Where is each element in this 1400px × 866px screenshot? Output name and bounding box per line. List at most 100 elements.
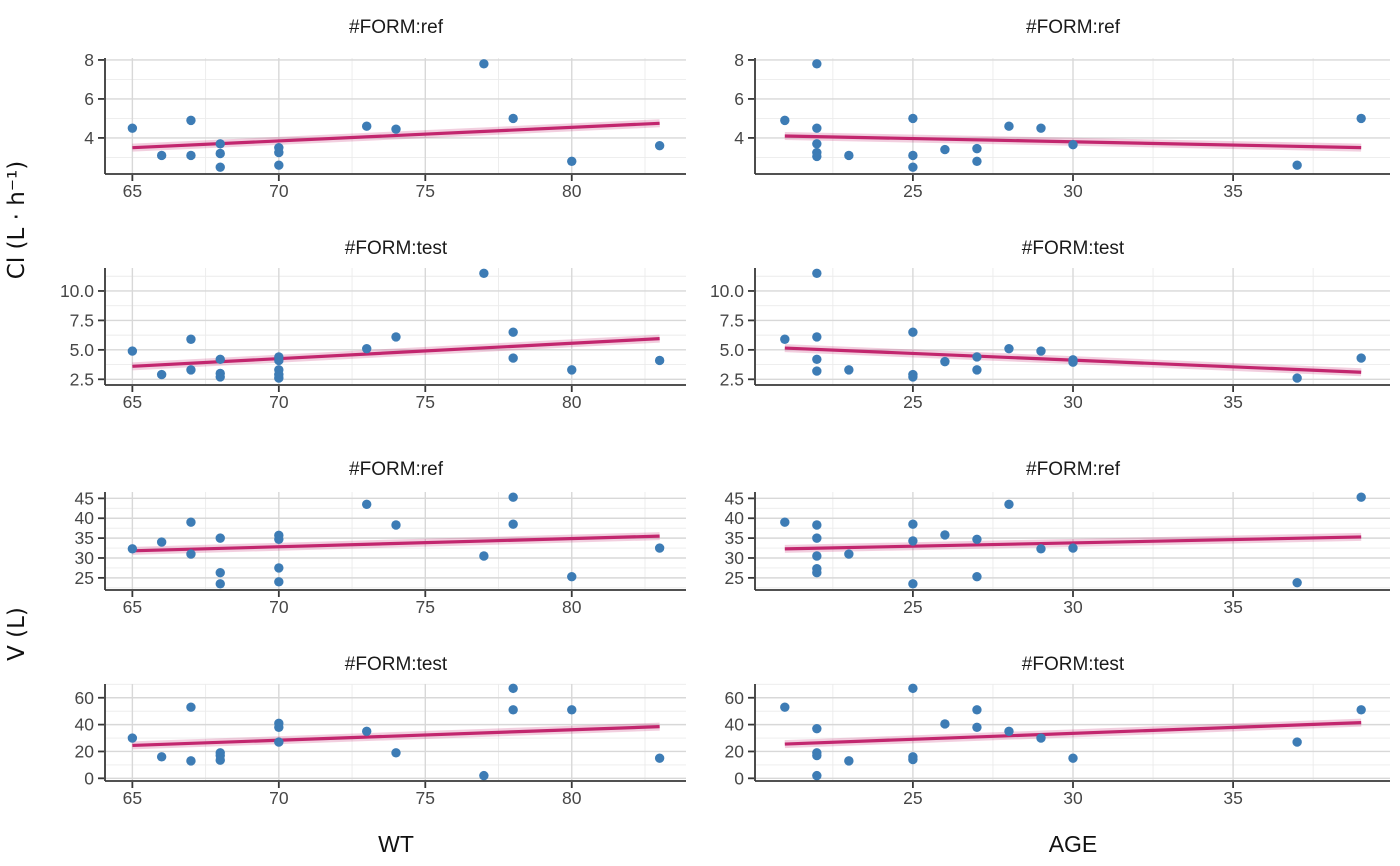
- data-point: [508, 683, 518, 694]
- x-tick-label: 25: [903, 181, 922, 201]
- data-point: [362, 121, 372, 131]
- x-tick-label: 30: [1063, 181, 1083, 201]
- y-tick-label: 35: [725, 528, 744, 548]
- data-point: [508, 492, 518, 502]
- panel-cl-wt-test: 65 70 75 80 2.5 5.0 7.5 10.0 #FORM:test: [60, 238, 686, 412]
- data-point: [1036, 733, 1046, 743]
- x-tick-label: 65: [123, 392, 142, 412]
- y-tick-label: 2.5: [70, 369, 94, 389]
- data-point: [780, 334, 790, 344]
- data-point: [508, 327, 518, 337]
- y-tick-label: 60: [725, 688, 745, 708]
- panel-title: #FORM:test: [1022, 238, 1125, 259]
- x-tick-label: 80: [562, 392, 582, 412]
- data-point: [812, 520, 822, 530]
- data-point: [508, 705, 518, 715]
- data-point: [812, 551, 822, 561]
- x-tick-label: 30: [1063, 788, 1083, 808]
- data-point: [908, 113, 918, 124]
- y-tick-label: 20: [725, 741, 745, 761]
- data-point: [1004, 726, 1014, 737]
- data-point: [1292, 373, 1302, 383]
- x-tick-label: 25: [903, 392, 922, 412]
- data-point: [654, 753, 665, 763]
- data-point: [215, 568, 225, 578]
- data-point: [812, 723, 822, 734]
- data-point: [274, 373, 284, 383]
- x-tick-label: 75: [416, 597, 435, 617]
- data-point: [391, 520, 401, 530]
- data-point: [1004, 121, 1014, 131]
- data-point: [1004, 499, 1014, 510]
- y-tick-label: 20: [75, 741, 95, 761]
- data-point: [156, 369, 167, 380]
- data-point: [479, 551, 489, 561]
- y-tick-label: 40: [725, 715, 745, 735]
- y-tick-label: 25: [725, 568, 744, 588]
- data-point: [1356, 113, 1366, 124]
- x-tick-label: 35: [1223, 788, 1242, 808]
- y-tick-label: 30: [75, 548, 95, 568]
- data-point: [940, 356, 950, 367]
- x-tick-label: 70: [269, 597, 289, 617]
- panel-cl-age-test: 25 30 35 2.5 5.0 7.5 10.0 #FORM:test: [710, 238, 1390, 412]
- x-tick-label: 70: [269, 181, 289, 201]
- panel-title: #FORM:ref: [349, 459, 444, 480]
- data-point: [362, 499, 372, 510]
- data-point: [508, 353, 518, 363]
- panel-title: #FORM:ref: [349, 17, 444, 38]
- y-tick-label: 0: [734, 768, 744, 788]
- data-point: [567, 705, 577, 715]
- y-axis-label-cl: Cl (L · h⁻¹): [4, 161, 30, 279]
- data-point: [186, 365, 196, 375]
- data-point: [1068, 753, 1078, 763]
- trend-line: [132, 725, 660, 748]
- x-tick-label: 65: [123, 181, 142, 201]
- y-tick-label: 8: [84, 50, 94, 70]
- data-point: [908, 519, 918, 529]
- data-point: [215, 533, 225, 543]
- data-point: [508, 113, 518, 124]
- data-point: [215, 162, 225, 172]
- data-point: [215, 139, 225, 149]
- data-point: [812, 151, 822, 162]
- data-point: [812, 123, 822, 133]
- x-tick-label: 70: [269, 392, 289, 412]
- x-tick-label: 35: [1223, 181, 1242, 201]
- data-point: [908, 536, 918, 546]
- y-tick-label: 0: [84, 768, 94, 788]
- y-tick-label: 5.0: [70, 340, 95, 360]
- data-point: [812, 366, 822, 376]
- data-point: [215, 148, 225, 159]
- y-tick-label: 45: [75, 488, 94, 508]
- x-tick-label: 75: [416, 392, 435, 412]
- data-point: [940, 530, 950, 540]
- y-tick-label: 6: [734, 89, 744, 109]
- panel-title: #FORM:ref: [1026, 459, 1121, 480]
- data-point: [908, 754, 918, 765]
- x-tick-label: 70: [269, 788, 289, 808]
- data-point: [1068, 543, 1078, 553]
- data-point: [908, 150, 918, 161]
- data-point: [391, 748, 401, 758]
- y-tick-label: 45: [725, 488, 744, 508]
- data-point: [972, 365, 982, 375]
- x-axis-label-age: AGE: [1049, 831, 1098, 857]
- y-tick-label: 40: [75, 715, 95, 735]
- trend-line: [132, 534, 660, 553]
- data-point: [972, 352, 982, 362]
- data-point: [508, 519, 518, 529]
- data-point: [215, 354, 225, 364]
- y-tick-label: 30: [725, 548, 745, 568]
- panel-title: #FORM:test: [345, 238, 448, 259]
- data-point: [1036, 346, 1046, 356]
- data-point: [908, 327, 918, 337]
- x-axis-label-wt: WT: [378, 831, 414, 857]
- x-tick-label: 80: [562, 788, 582, 808]
- x-tick-label: 35: [1223, 597, 1242, 617]
- data-point: [479, 268, 489, 278]
- data-point: [1292, 737, 1302, 747]
- data-point: [479, 59, 489, 69]
- data-point: [1036, 544, 1046, 554]
